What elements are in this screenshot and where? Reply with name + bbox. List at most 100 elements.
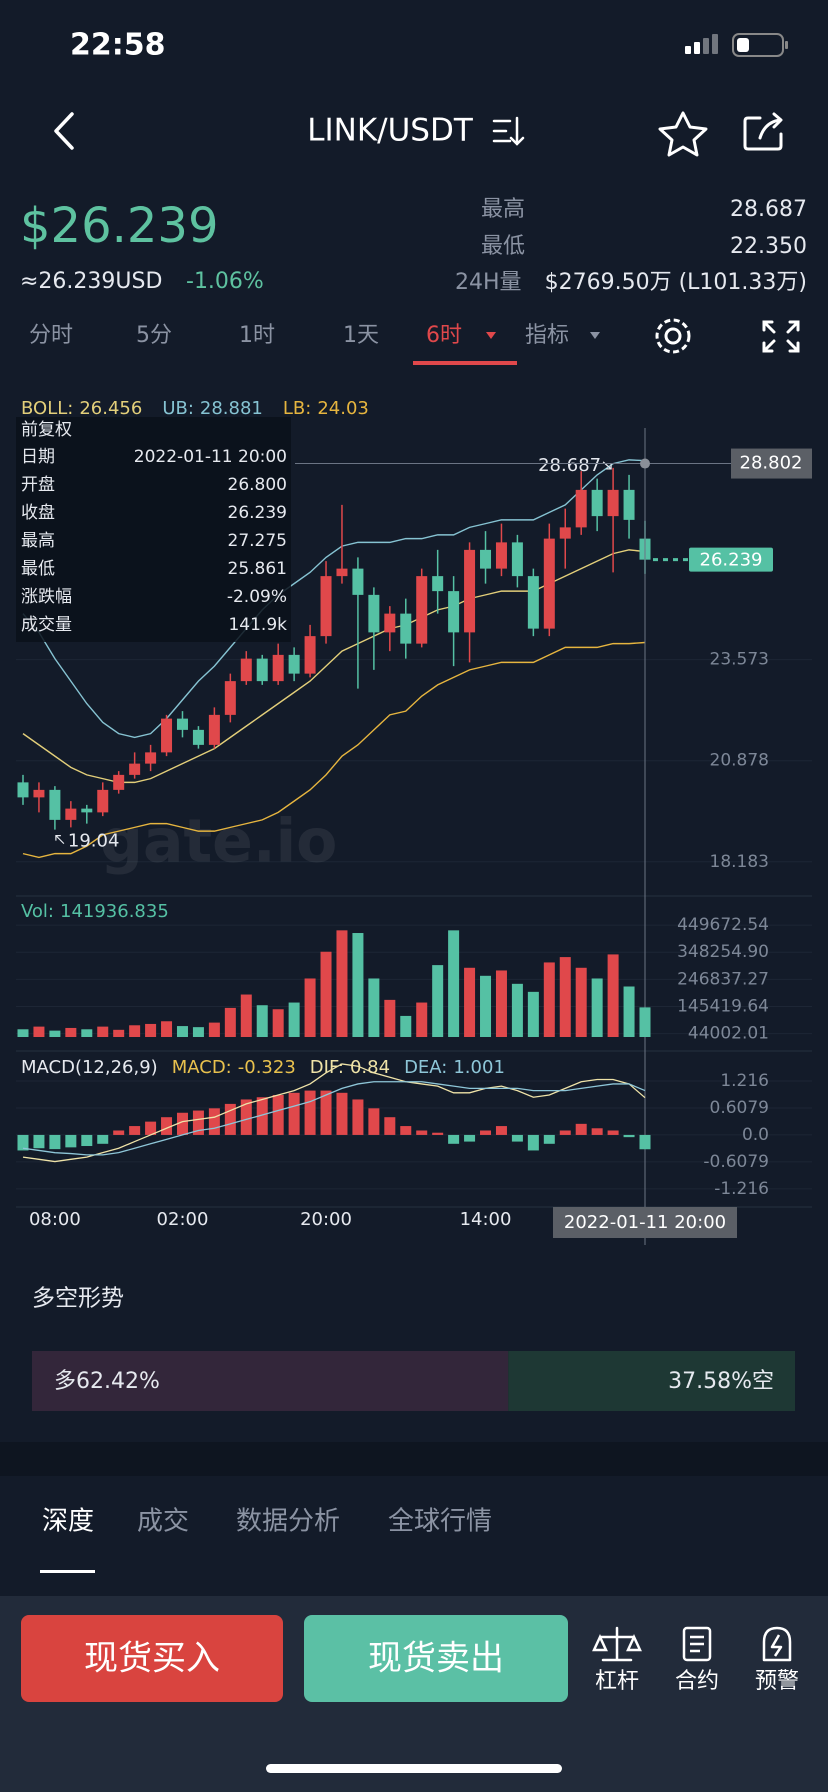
margin-icon[interactable] [592, 1626, 642, 1662]
sentiment-title: 多空形势 [32, 1286, 124, 1312]
tool-label[interactable]: 杠杆 [595, 1669, 639, 1694]
bottom-tab[interactable]: 数据分析 [236, 1507, 340, 1537]
candle-body [384, 613, 396, 633]
info-panel [16, 417, 291, 642]
kline-chart[interactable]: 18.183 20.878 23.573 44002.01 145419.64 24683… [16, 398, 812, 1245]
candle-body [448, 591, 460, 633]
y-tick-label: 348254.90 [677, 942, 769, 962]
legend-value: 28.881 [200, 398, 263, 419]
switch-pair-icon[interactable] [492, 116, 525, 146]
pair-title[interactable]: LINK/USDT [307, 113, 474, 149]
sell-label[interactable]: 现货卖出 [368, 1639, 504, 1679]
candle-body [480, 549, 492, 569]
candle-body [288, 654, 300, 674]
candle-body [129, 763, 141, 775]
legend-name: LB: [283, 398, 311, 419]
volume-bar [495, 970, 507, 1037]
section-divider [0, 1442, 828, 1476]
macd-bar [304, 1090, 316, 1135]
last-price-tag: 26.239 [700, 550, 763, 571]
fullscreen-button[interactable] [762, 320, 800, 353]
alert-icon[interactable] [762, 1626, 792, 1662]
bottom-tab-underline [40, 1570, 95, 1573]
indicator-line [22, 459, 646, 739]
volume-bar [256, 1005, 268, 1037]
sentiment-bar: 多62.42% 37.58%空 [32, 1351, 795, 1411]
stat-value: 22.350 [730, 234, 807, 259]
interval-tab[interactable]: 指标 [525, 323, 569, 348]
stat-value: $2769.50万 (L101.33万) [545, 270, 807, 295]
share-button[interactable] [743, 112, 783, 151]
volume-bar [352, 933, 364, 1037]
info-value: -2.09% [227, 587, 287, 607]
macd-bar [495, 1126, 507, 1135]
status-time: 22:58 [70, 28, 166, 63]
indicator-line [22, 1063, 646, 1163]
volume-bar [320, 951, 332, 1037]
crosshair-price-box [731, 448, 812, 479]
bottom-tab[interactable]: 深度 [42, 1507, 94, 1537]
legend-value: 26.456 [79, 398, 142, 419]
volume-bar [480, 975, 492, 1037]
info-value: 27.275 [228, 531, 287, 551]
macd-bar [320, 1090, 332, 1135]
volume-bar [113, 1029, 125, 1037]
bottom-tab[interactable]: 成交 [137, 1507, 189, 1537]
macd-bar [432, 1132, 444, 1135]
back-button[interactable] [54, 112, 74, 150]
candle-body [495, 542, 507, 569]
candle-body [208, 714, 220, 745]
candle-body [368, 594, 380, 633]
volume-bar [81, 1029, 93, 1037]
sell-button[interactable] [304, 1615, 568, 1702]
candle-body [320, 576, 332, 637]
volume-bar [304, 978, 316, 1037]
tool-label[interactable]: 预警 [755, 1669, 799, 1694]
legend-value: 0.84 [350, 1057, 390, 1078]
buy-label[interactable]: 现货买入 [84, 1639, 220, 1679]
interval-tab[interactable]: 分时 [29, 323, 73, 348]
macd-bar [224, 1103, 236, 1135]
candle-body [575, 489, 587, 528]
legend-name: MACD: [172, 1057, 232, 1078]
legend-value: -0.323 [238, 1057, 296, 1078]
macd-bar [480, 1130, 492, 1135]
buy-button[interactable] [21, 1615, 283, 1702]
info-value: 26.800 [228, 475, 287, 495]
volume-bar [432, 965, 444, 1037]
settings-button[interactable] [655, 318, 691, 354]
macd-bar [607, 1130, 619, 1135]
y-tick-label: 0.0 [742, 1125, 769, 1145]
battery-icon [732, 33, 788, 57]
info-label: 收盘 [21, 503, 55, 523]
contract-icon[interactable] [682, 1626, 712, 1662]
interval-tab[interactable]: 1天 [343, 323, 379, 348]
info-label: 最低 [21, 559, 55, 579]
bottom-tab[interactable]: 全球行情 [388, 1507, 492, 1537]
candle-body [240, 658, 252, 682]
tool-label[interactable]: 合约 [675, 1669, 719, 1694]
candle-body [623, 489, 635, 520]
favorite-button[interactable] [658, 111, 708, 157]
macd-bar [192, 1110, 204, 1135]
price-change: -1.06% [186, 269, 264, 294]
macd-bar [176, 1112, 188, 1135]
volume-bar [208, 1022, 220, 1037]
stat-label: 24H量 [455, 270, 522, 295]
macd-bar [208, 1108, 220, 1135]
volume-bar [527, 991, 539, 1037]
legend-name: BOLL: [21, 398, 73, 419]
tab-underline [413, 361, 517, 365]
interval-tab[interactable]: 1时 [239, 323, 275, 348]
interval-tab[interactable]: 5分 [136, 323, 172, 348]
volume-bar [129, 1025, 141, 1037]
last-price-box [689, 547, 773, 572]
stat-value: 28.687 [730, 197, 807, 222]
macd-bar [336, 1092, 348, 1135]
volume-bar [543, 962, 555, 1037]
max-price-label: 28.687 [538, 455, 601, 476]
watermark: gate.io [100, 807, 337, 877]
interval-tab[interactable]: 6时 [426, 323, 462, 348]
candle-body [113, 774, 125, 790]
